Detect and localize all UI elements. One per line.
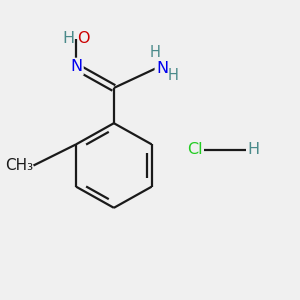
Text: H: H [168,68,178,83]
Text: Cl: Cl [187,142,203,158]
Text: H: H [62,31,75,46]
Text: O: O [77,31,90,46]
Text: CH₃: CH₃ [5,158,34,173]
Text: N: N [70,59,82,74]
Text: N: N [156,61,168,76]
Text: H: H [248,142,260,158]
Text: H: H [149,45,160,60]
